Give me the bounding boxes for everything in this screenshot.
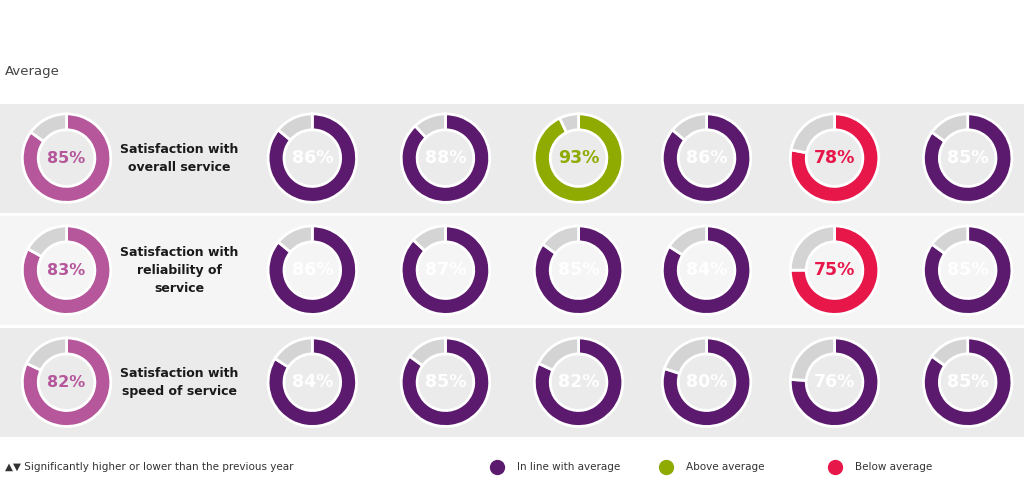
Wedge shape xyxy=(791,338,879,426)
Text: 87%: 87% xyxy=(425,261,466,279)
Wedge shape xyxy=(23,226,111,314)
Text: In line with average: In line with average xyxy=(517,462,621,473)
Text: 86%: 86% xyxy=(686,149,727,167)
Text: 85%: 85% xyxy=(947,261,988,279)
Wedge shape xyxy=(924,114,1012,202)
Wedge shape xyxy=(924,226,1012,314)
Wedge shape xyxy=(932,226,968,253)
Text: 86%: 86% xyxy=(292,149,333,167)
Wedge shape xyxy=(539,338,579,370)
Text: Average: Average xyxy=(5,65,60,78)
Text: 85%: 85% xyxy=(947,149,988,167)
Wedge shape xyxy=(23,114,111,202)
Text: Satisfaction with
reliability of
service: Satisfaction with reliability of service xyxy=(120,246,239,295)
Text: 86%: 86% xyxy=(292,261,333,279)
Wedge shape xyxy=(791,338,835,380)
Wedge shape xyxy=(932,338,968,366)
Wedge shape xyxy=(401,338,489,426)
Text: 80%: 80% xyxy=(686,373,727,391)
Text: 83%: 83% xyxy=(47,262,86,278)
Text: ▲▼ Significantly higher or lower than the previous year: ▲▼ Significantly higher or lower than th… xyxy=(5,462,294,473)
Wedge shape xyxy=(535,226,623,314)
Wedge shape xyxy=(791,114,879,202)
Wedge shape xyxy=(663,338,751,426)
Wedge shape xyxy=(401,226,489,314)
Wedge shape xyxy=(792,114,835,153)
Wedge shape xyxy=(401,114,489,202)
Wedge shape xyxy=(268,338,356,426)
Wedge shape xyxy=(932,114,968,141)
Wedge shape xyxy=(663,114,751,202)
Wedge shape xyxy=(410,338,445,366)
Text: 84%: 84% xyxy=(686,261,727,279)
Wedge shape xyxy=(414,226,445,251)
Text: Below average: Below average xyxy=(855,462,932,473)
Text: 78%: 78% xyxy=(814,149,855,167)
Wedge shape xyxy=(23,338,111,426)
Wedge shape xyxy=(268,114,356,202)
Wedge shape xyxy=(663,226,751,314)
Wedge shape xyxy=(279,114,312,140)
Text: 75%: 75% xyxy=(814,261,855,279)
Wedge shape xyxy=(670,226,707,255)
Text: 88%: 88% xyxy=(425,149,466,167)
Text: 76%: 76% xyxy=(814,373,855,391)
Text: Satisfaction with
overall service: Satisfaction with overall service xyxy=(120,142,239,174)
Wedge shape xyxy=(673,114,707,140)
Wedge shape xyxy=(665,338,707,374)
Wedge shape xyxy=(275,338,312,367)
Text: 85%: 85% xyxy=(947,373,988,391)
Wedge shape xyxy=(560,114,579,132)
Wedge shape xyxy=(27,338,67,370)
Text: Satisfaction with
speed of service: Satisfaction with speed of service xyxy=(120,367,239,398)
Text: 82%: 82% xyxy=(47,374,86,390)
Wedge shape xyxy=(279,226,312,252)
Wedge shape xyxy=(791,226,835,270)
Wedge shape xyxy=(31,114,67,141)
Wedge shape xyxy=(28,226,67,256)
Wedge shape xyxy=(535,114,623,202)
Wedge shape xyxy=(415,114,445,137)
FancyBboxPatch shape xyxy=(0,216,1024,325)
Text: 84%: 84% xyxy=(292,373,333,391)
Wedge shape xyxy=(791,226,879,314)
Wedge shape xyxy=(268,226,356,314)
FancyBboxPatch shape xyxy=(0,104,1024,213)
Text: 85%: 85% xyxy=(558,261,599,279)
Text: 82%: 82% xyxy=(558,373,599,391)
Text: 93%: 93% xyxy=(558,149,599,167)
Wedge shape xyxy=(535,338,623,426)
Text: 85%: 85% xyxy=(425,373,466,391)
Text: 85%: 85% xyxy=(47,150,86,166)
Wedge shape xyxy=(924,338,1012,426)
FancyBboxPatch shape xyxy=(0,328,1024,437)
Wedge shape xyxy=(543,226,579,253)
Text: Above average: Above average xyxy=(686,462,765,473)
